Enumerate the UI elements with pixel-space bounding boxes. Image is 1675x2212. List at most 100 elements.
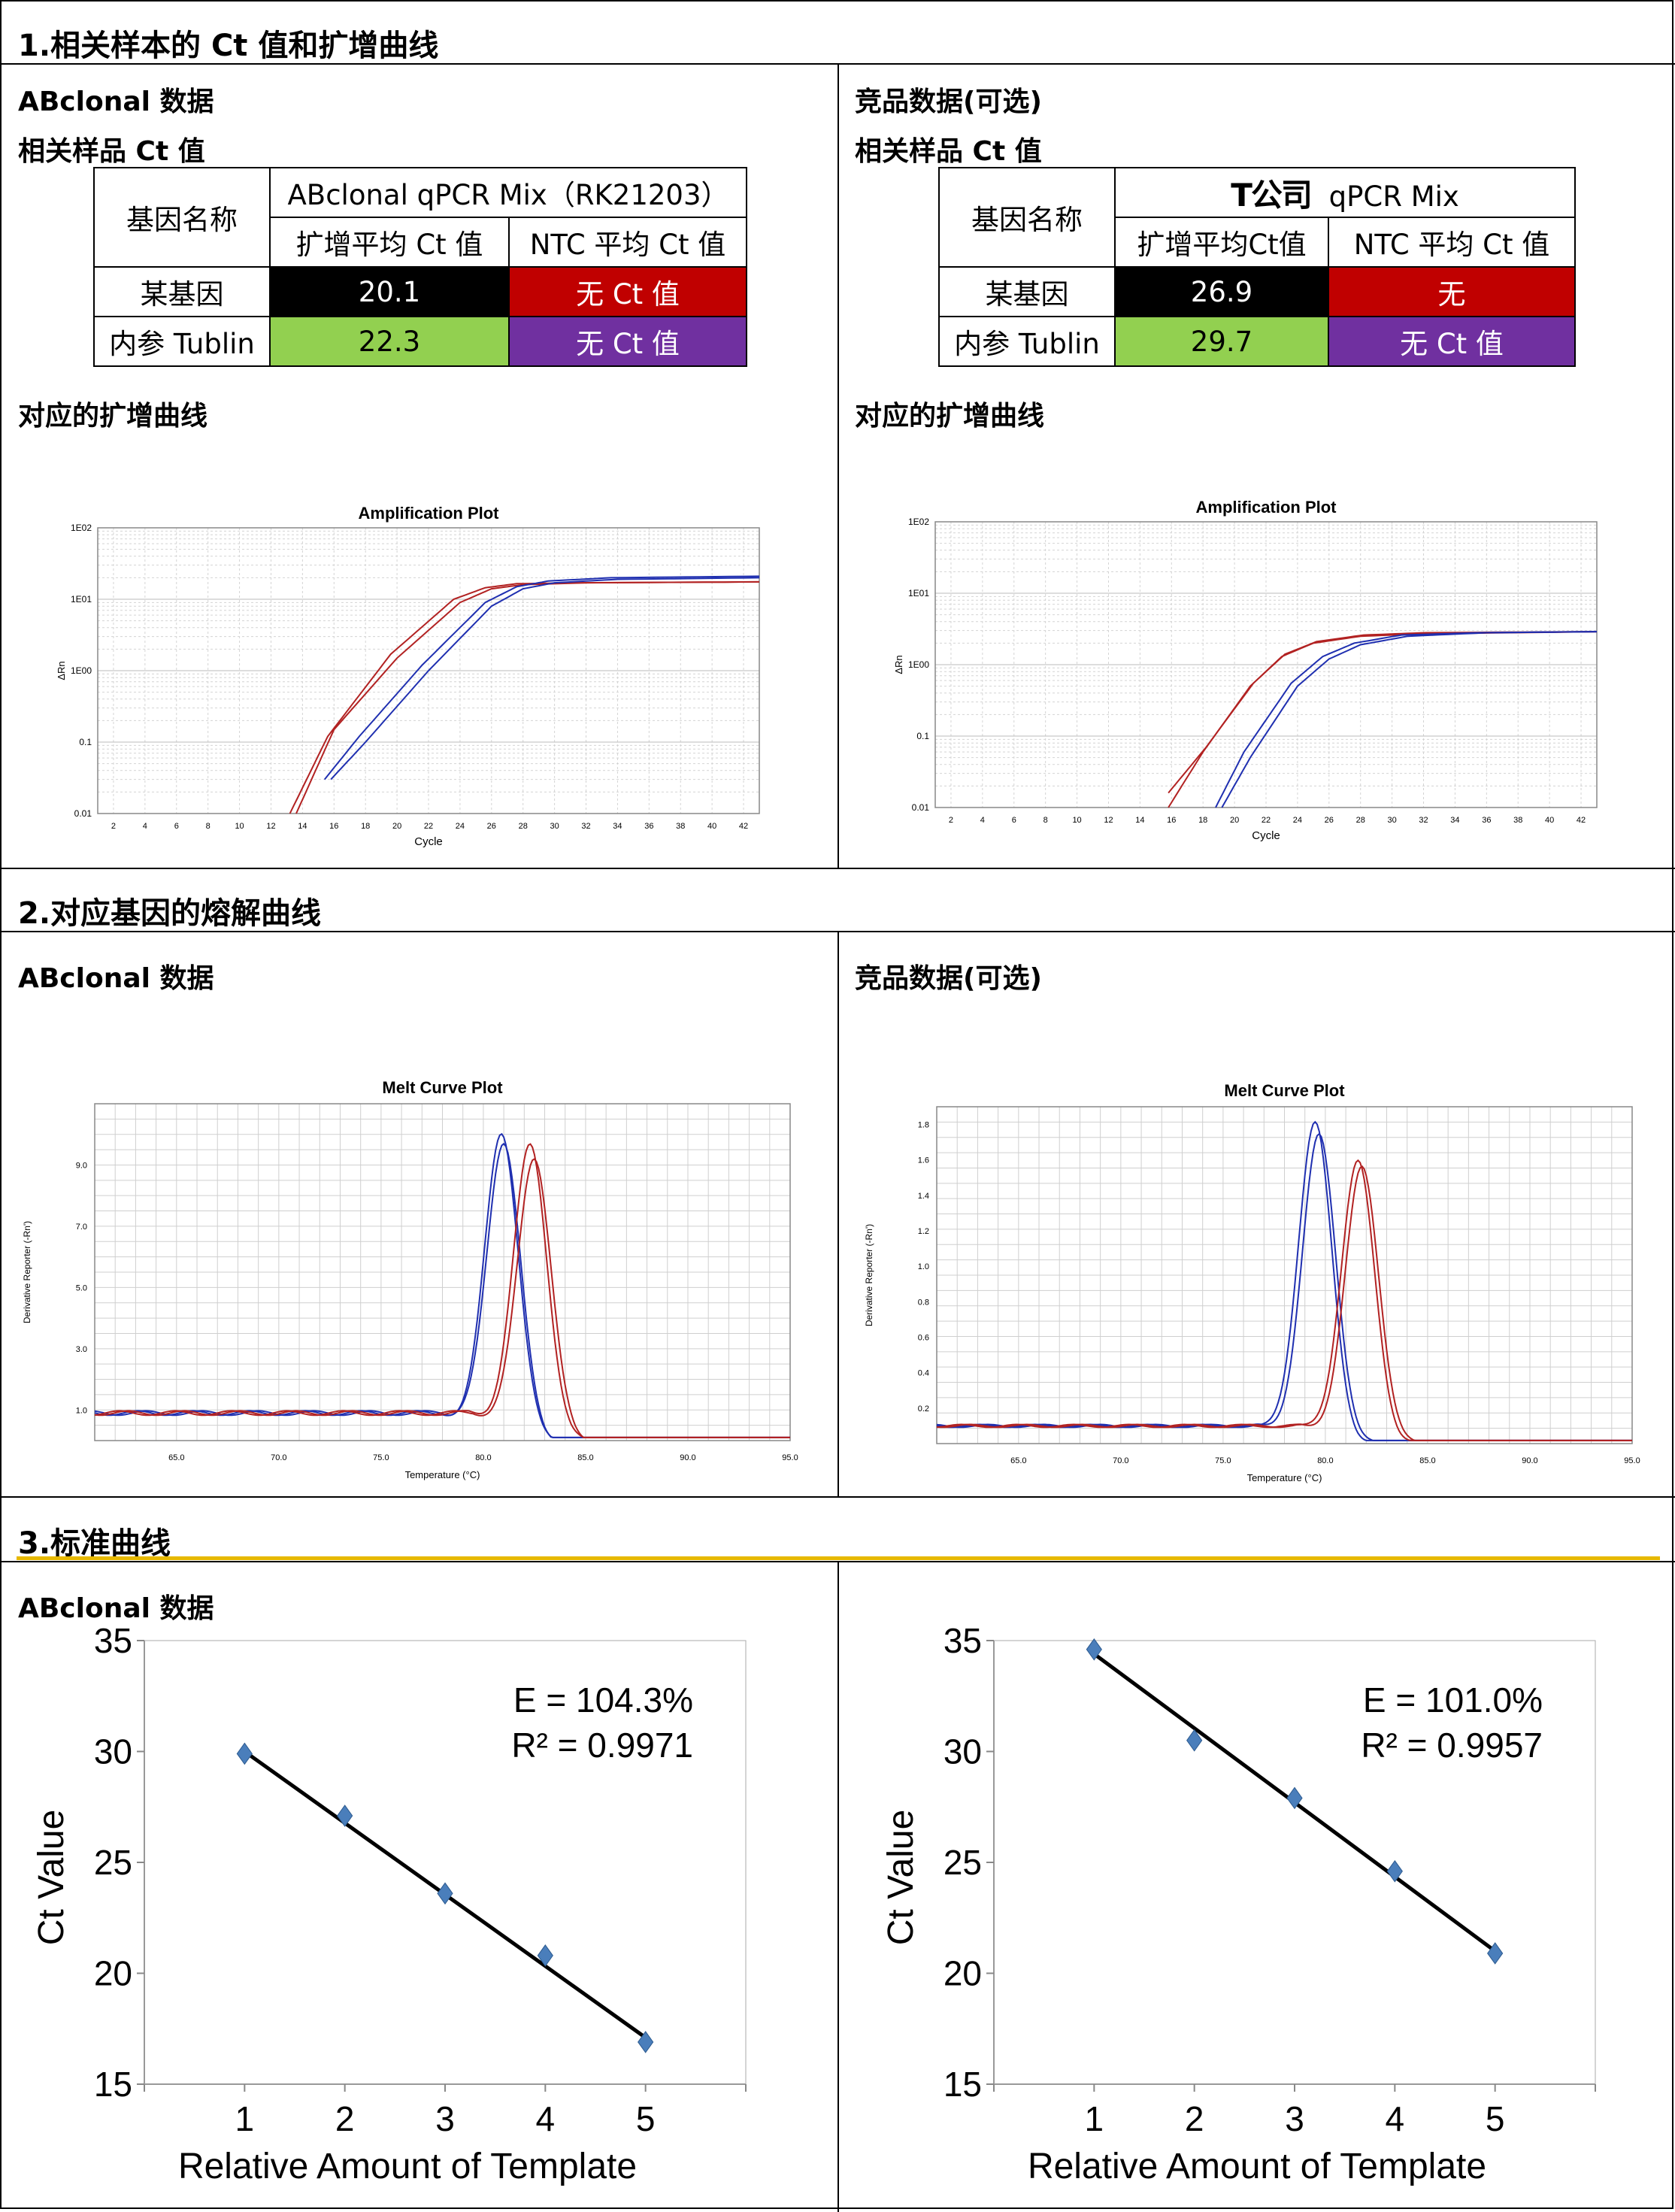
y-tick-label: 30	[94, 1732, 132, 1771]
row-gene-ntc: 无 Ct 值	[508, 266, 747, 317]
y-tick-label: 0.8	[918, 1298, 929, 1307]
r-squared-label: R² = 0.9971	[511, 1726, 693, 1765]
x-tick-label: 2	[949, 816, 953, 825]
data-point	[537, 1944, 553, 1967]
standard-curve-abclonal: 15 20 25 30 35 1 2 3 4 5 Relative Amount of Templa…	[32, 1621, 747, 2186]
data-point	[1086, 1638, 1102, 1661]
product-header: ABclonal qPCR Mix（RK21203）	[269, 167, 747, 218]
gene-name-header: 基因名称	[938, 167, 1116, 268]
data-point	[437, 1882, 453, 1905]
x-tick-label: 40	[707, 822, 716, 831]
amplification-curve	[295, 580, 760, 814]
y-tick-label: 35	[944, 1621, 982, 1660]
y-tick-label: 1.2	[918, 1227, 929, 1236]
section-title-2: 2.对应基因的熔解曲线	[18, 896, 322, 931]
plot-frame	[97, 527, 760, 814]
y-tick-label: 3.0	[76, 1345, 87, 1354]
x-axis-label: Cycle	[414, 835, 443, 848]
amplification-curve	[1168, 631, 1598, 808]
x-tick-label: 6	[1012, 816, 1016, 825]
x-tick-label: 42	[739, 822, 748, 831]
x-tick-label: 1	[235, 2099, 255, 2138]
r-squared-label: R² = 0.9957	[1361, 1726, 1543, 1765]
divider	[2, 868, 1675, 869]
row-ref-name: 内参 Tublin	[938, 316, 1116, 367]
plot-frame	[94, 1103, 791, 1441]
x-tick-label: 42	[1577, 816, 1586, 825]
abclonal-label: ABclonal 数据	[18, 963, 214, 994]
product-name: qPCR Mix	[1328, 180, 1459, 213]
competitor-label: 竞品数据(可选)	[855, 963, 1042, 994]
data-point	[337, 1804, 353, 1827]
amp-subtitle: 对应的扩增曲线	[18, 401, 208, 432]
y-tick-label: 0.6	[918, 1334, 929, 1343]
x-tick-label: 26	[1325, 816, 1334, 825]
x-tick-label: 34	[613, 822, 622, 831]
x-tick-label: 4	[536, 2099, 556, 2138]
melt-curve-plot-abclonal: Melt Curve Plot 65.0 70.0 75.0 80.0 85.0 90.0 9…	[22, 1078, 798, 1480]
data-point	[1186, 1729, 1203, 1752]
x-axis-label: Cycle	[1252, 829, 1280, 842]
x-tick-label: 6	[174, 822, 179, 831]
x-tick-label: 85.0	[1419, 1456, 1435, 1465]
row-ref-name: 内参 Tublin	[93, 316, 271, 367]
y-tick-label: 15	[944, 2065, 982, 2104]
y-tick-label: 30	[944, 1732, 982, 1771]
y-tick-label: 20	[94, 1954, 132, 1993]
amp-subtitle: 对应的扩增曲线	[855, 401, 1045, 432]
x-tick-label: 95.0	[782, 1453, 798, 1462]
x-tick-label: 16	[1167, 816, 1176, 825]
x-tick-label: 26	[487, 822, 496, 831]
x-tick-label: 70.0	[1113, 1456, 1128, 1465]
x-tick-label: 18	[361, 822, 370, 831]
x-tick-label: 4	[143, 822, 147, 831]
x-tick-label: 20	[1230, 816, 1239, 825]
product-header: T公司 qPCR Mix	[1114, 167, 1576, 218]
y-tick-label: 0.4	[918, 1369, 929, 1378]
row-gene-ct: 26.9	[1114, 266, 1329, 317]
data-point	[1286, 1786, 1303, 1810]
x-tick-label: 14	[1135, 816, 1144, 825]
amplification-curve	[1168, 631, 1598, 794]
y-tick-label: 20	[944, 1954, 982, 1993]
y-axis-label: Derivative Reporter (-Rn')	[864, 1224, 874, 1326]
column-divider	[838, 63, 839, 868]
ct-table-competitor: 基因名称 T公司 qPCR Mix 扩增平均Ct值 NTC 平均 Ct 值 某基…	[938, 167, 1576, 367]
x-tick-label: 30	[1387, 816, 1396, 825]
y-tick-label: 5.0	[76, 1283, 87, 1292]
amplification-curve	[1221, 631, 1598, 808]
x-tick-label: 34	[1450, 816, 1459, 825]
divider	[2, 1496, 1675, 1498]
accent-underline	[17, 1556, 1660, 1560]
x-tick-label: 12	[1104, 816, 1113, 825]
x-tick-label: 2	[111, 822, 116, 831]
x-tick-label: 40	[1545, 816, 1554, 825]
x-tick-label: 22	[424, 822, 433, 831]
avg-ct-header: 扩增平均Ct值	[1114, 217, 1329, 268]
y-tick-label: 1.0	[918, 1262, 929, 1271]
x-tick-label: 8	[1043, 816, 1048, 825]
plot-frame	[934, 521, 1598, 808]
y-tick-label: 9.0	[76, 1161, 87, 1170]
section-title-1: 1.相关样本的 Ct 值和扩增曲线	[18, 29, 439, 63]
x-tick-label: 32	[1419, 816, 1428, 825]
data-point	[638, 2031, 654, 2053]
x-tick-label: 3	[1285, 2099, 1304, 2138]
x-tick-label: 5	[636, 2099, 656, 2138]
x-tick-label: 36	[644, 822, 653, 831]
y-axis-label: Ct Value	[32, 1810, 71, 1946]
row-gene-ct: 20.1	[269, 266, 510, 317]
row-ref-ct: 29.7	[1114, 316, 1329, 367]
y-tick-label: 1E00	[71, 665, 92, 676]
row-ref-ct: 22.3	[269, 316, 510, 367]
efficiency-label: E = 101.0%	[1363, 1680, 1543, 1720]
row-ref-ntc: 无 Ct 值	[508, 316, 747, 367]
melt-curve-plot-competitor: Melt Curve Plot 65.0 70.0 75.0 80.0 85.0 90.0 9…	[864, 1081, 1640, 1483]
x-tick-label: 75.0	[373, 1453, 389, 1462]
x-tick-label: 8	[206, 822, 211, 831]
x-tick-label: 30	[550, 822, 559, 831]
x-tick-label: 20	[392, 822, 401, 831]
